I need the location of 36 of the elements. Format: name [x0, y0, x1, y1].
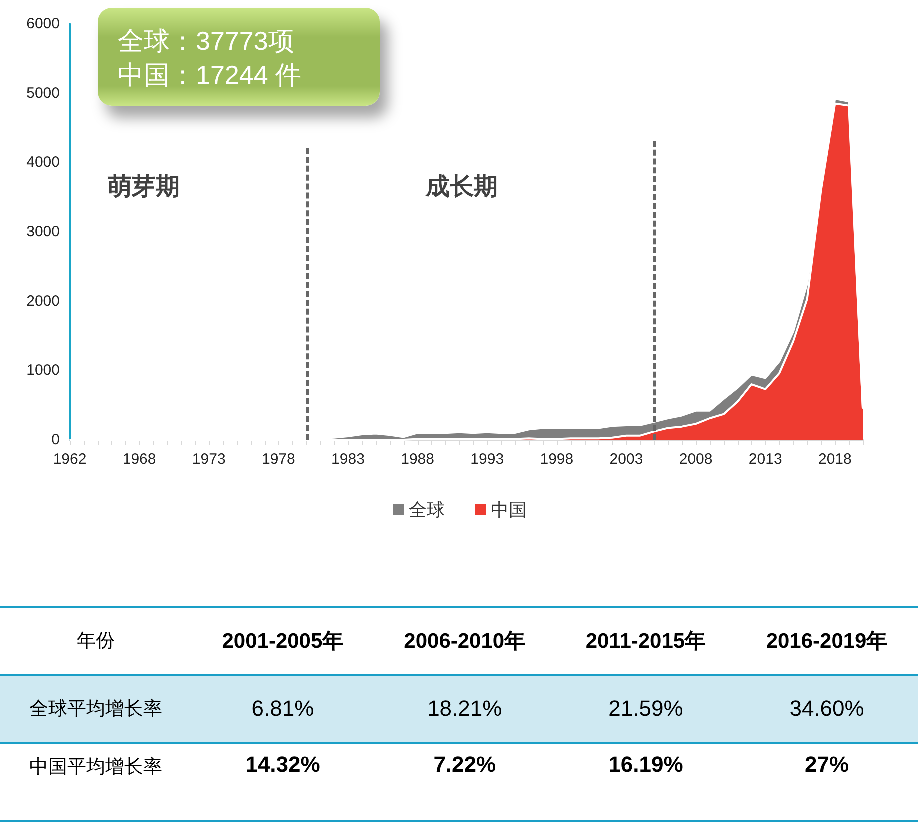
x-tick-label: 1998 [540, 451, 574, 468]
text: 7.22% [434, 752, 496, 777]
x-tick-label: 1993 [470, 451, 504, 468]
x-tick-label: 2003 [610, 451, 644, 468]
y-tick-label: 3000 [26, 224, 60, 240]
text: 27% [805, 752, 850, 777]
x-tick-label: 2018 [818, 451, 852, 468]
annotation: 全球：37773项 [118, 25, 296, 58]
y-tick-label: 0 [52, 432, 60, 448]
text: 年份 [76, 630, 116, 654]
legend-label: 中国 [491, 500, 527, 520]
category-label: 2016-2019年 [765, 629, 889, 655]
annotation: 中国：17244 件 [118, 59, 303, 92]
x-tick-label: 1988 [401, 451, 434, 468]
x-tick-label: 1973 [192, 451, 226, 468]
x-tick-label: 1962 [53, 451, 87, 468]
annotation: 萌芽期 [107, 174, 180, 200]
y-tick-label: 2000 [26, 292, 60, 310]
y-tick-label: 6000 [26, 16, 60, 32]
x-tick-label: 2008 [679, 451, 713, 468]
x-tick-label: 1978 [262, 451, 296, 468]
x-tick-label: 1983 [332, 451, 365, 468]
category-label: 中国平均增长率 [30, 757, 162, 778]
category-label: 2011-2015年 [584, 629, 708, 655]
callout-box: 全球：37773项 中国：17244 件 [98, 8, 380, 106]
text: 14.32% [246, 752, 320, 777]
category-label: 2006-2010年 [403, 629, 527, 655]
y-tick-label: 5000 [26, 84, 60, 102]
x-tick-label: 2013 [748, 451, 782, 468]
annotation: 成长期 [425, 174, 498, 200]
y-tick-label: 1000 [26, 362, 60, 380]
legend-label: 全球 [409, 500, 445, 520]
x-tick-label: 1968 [122, 451, 156, 468]
category-label: 2001-2005年 [221, 629, 345, 655]
y-tick-label: 4000 [26, 154, 60, 172]
text: 16.19% [608, 752, 684, 777]
